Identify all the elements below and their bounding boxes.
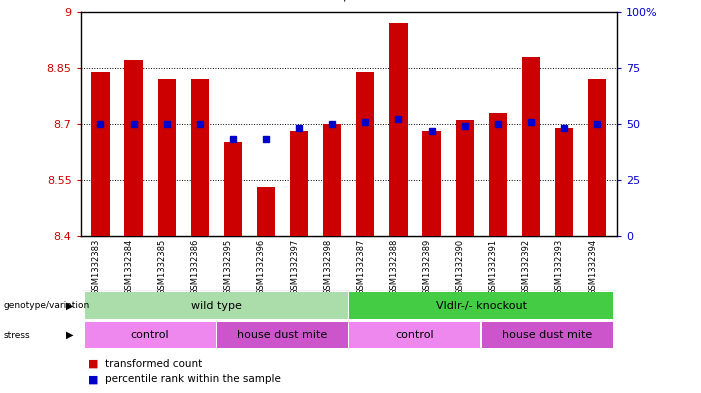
Text: GSM1332392: GSM1332392: [522, 239, 531, 295]
Text: percentile rank within the sample: percentile rank within the sample: [105, 374, 281, 384]
Text: GSM1332394: GSM1332394: [588, 239, 597, 295]
Bar: [257, 187, 275, 236]
Text: ■: ■: [88, 374, 98, 384]
Text: GDS4999 / 10583929: GDS4999 / 10583929: [282, 0, 416, 3]
Text: GSM1332384: GSM1332384: [125, 239, 134, 295]
Text: wild type: wild type: [191, 301, 242, 310]
Bar: [191, 79, 209, 236]
Bar: [588, 79, 606, 236]
Bar: [290, 131, 308, 236]
Text: house dust mite: house dust mite: [502, 330, 592, 340]
Text: GSM1332389: GSM1332389: [423, 239, 432, 295]
Text: ■: ■: [88, 358, 98, 369]
Text: GSM1332388: GSM1332388: [389, 239, 398, 295]
Text: GSM1332398: GSM1332398: [323, 239, 332, 295]
Text: GSM1332391: GSM1332391: [489, 239, 498, 295]
Bar: [85, 292, 348, 319]
Text: GSM1332386: GSM1332386: [191, 239, 200, 295]
Text: GSM1332387: GSM1332387: [356, 239, 365, 295]
Bar: [423, 131, 441, 236]
Bar: [356, 72, 374, 236]
Bar: [389, 23, 407, 236]
Text: GSM1332396: GSM1332396: [257, 239, 266, 295]
Text: GSM1332393: GSM1332393: [555, 239, 564, 295]
Bar: [522, 57, 540, 236]
Bar: [125, 61, 143, 236]
Text: transformed count: transformed count: [105, 358, 203, 369]
Text: Vldlr-/- knockout: Vldlr-/- knockout: [435, 301, 526, 310]
Text: GSM1332383: GSM1332383: [91, 239, 100, 295]
Bar: [85, 322, 216, 348]
Text: house dust mite: house dust mite: [238, 330, 327, 340]
Text: GSM1332385: GSM1332385: [158, 239, 167, 295]
Text: GSM1332397: GSM1332397: [290, 239, 299, 295]
Bar: [482, 322, 613, 348]
Bar: [554, 128, 573, 236]
Bar: [158, 79, 176, 236]
Text: stress: stress: [4, 331, 30, 340]
Bar: [323, 124, 341, 236]
Text: ▶: ▶: [66, 330, 74, 340]
Text: genotype/variation: genotype/variation: [4, 301, 90, 310]
Bar: [224, 143, 242, 236]
Text: control: control: [395, 330, 434, 340]
Bar: [489, 113, 507, 236]
Text: GSM1332390: GSM1332390: [456, 239, 465, 295]
Bar: [91, 72, 109, 236]
Bar: [349, 292, 613, 319]
Text: control: control: [131, 330, 170, 340]
Text: GSM1332395: GSM1332395: [224, 239, 233, 295]
Bar: [349, 322, 480, 348]
Bar: [217, 322, 348, 348]
Text: ▶: ▶: [66, 301, 74, 310]
Bar: [456, 120, 474, 236]
